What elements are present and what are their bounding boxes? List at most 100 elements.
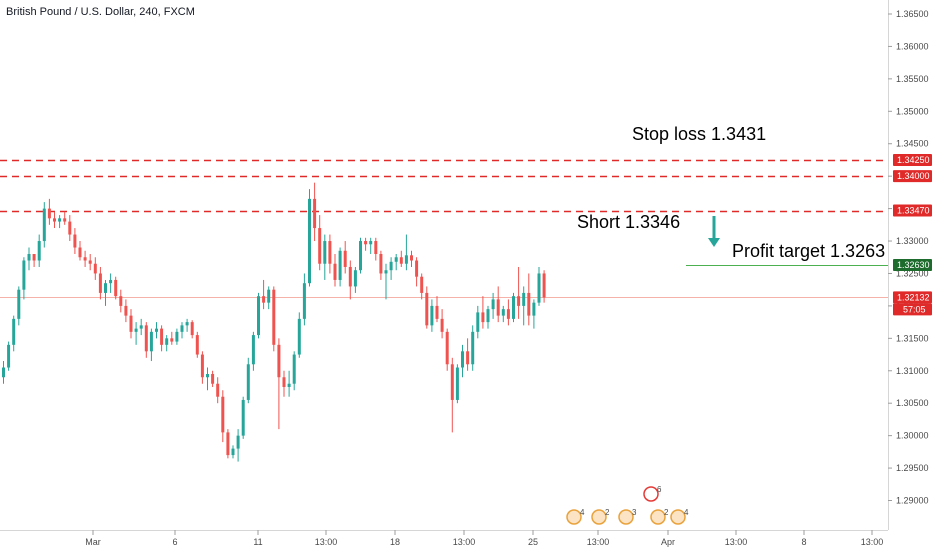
price-tag <box>893 259 932 272</box>
candle-body <box>415 260 419 277</box>
candle-body <box>73 234 77 248</box>
candle-body <box>450 364 454 400</box>
candle-body <box>195 335 199 355</box>
candle-body <box>262 296 266 303</box>
candle-body <box>476 312 480 332</box>
time-axis-label: 13:00 <box>587 537 610 547</box>
time-axis-label: 13:00 <box>861 537 884 547</box>
price-tags: 1.34250 1.34000 1.33470 1.32630 1.32132 57:05 <box>893 153 932 316</box>
candle-body <box>425 292 429 326</box>
price-tag <box>893 204 932 217</box>
candle-body <box>190 322 194 336</box>
price-tag-label: 1.32132 <box>897 292 930 302</box>
time-axis-label: 6 <box>172 537 177 547</box>
candle-body <box>134 328 138 332</box>
price-tag-label: 1.32630 <box>897 260 930 270</box>
candle-body <box>211 374 215 384</box>
price-axis-label: 1.33000 <box>896 236 929 246</box>
time-axis-label: 13:00 <box>453 537 476 547</box>
price-tag-label: 1.33470 <box>897 206 930 216</box>
price-axis-label: 1.30500 <box>896 398 929 408</box>
candle-body <box>58 218 62 222</box>
candle-body <box>297 318 301 355</box>
candle-body <box>241 399 245 436</box>
time-axis-label: 13:00 <box>725 537 748 547</box>
candle-body <box>359 241 362 271</box>
price-axis-label: 1.30000 <box>896 431 929 441</box>
candle-body <box>17 289 21 319</box>
candle-body <box>430 305 434 326</box>
candle-body <box>257 296 260 336</box>
price-axis[interactable]: 1.36500 1.36000 1.35500 1.35000 1.34500 1.340… <box>888 9 929 506</box>
candle-body <box>68 221 72 235</box>
candle-body <box>22 260 26 290</box>
price-tag <box>893 291 932 304</box>
candle-body <box>292 354 296 384</box>
candle-body <box>353 270 357 287</box>
price-axis-label: 1.31000 <box>896 366 929 376</box>
candle-body <box>522 292 526 306</box>
candle-body <box>155 328 158 332</box>
candle-body <box>496 299 500 316</box>
price-axis-label: 1.35000 <box>896 106 929 116</box>
time-axis-label: 8 <box>801 537 806 547</box>
event-badge-count: 6 <box>657 485 662 494</box>
event-badges[interactable]: 4 2 3 2 4 6 <box>566 485 689 525</box>
candle-body <box>47 208 51 219</box>
candle-body <box>348 266 352 287</box>
time-axis[interactable]: Mar 6 11 13:00 18 13:00 25 13:00 Apr 13:00 8 13:00 <box>85 530 883 547</box>
event-flag-us-icon <box>618 509 634 525</box>
candle-body <box>200 354 204 378</box>
candle-body <box>221 396 225 433</box>
candle-body <box>501 309 505 316</box>
price-tag-label: 1.34250 <box>897 155 930 165</box>
countdown-tag <box>893 303 932 316</box>
price-tag <box>893 170 932 183</box>
candle-body <box>374 241 378 255</box>
price-tag-label: 1.34000 <box>897 171 930 181</box>
event-badge-count: 4 <box>580 508 585 517</box>
candle-body <box>93 263 97 274</box>
candle-body <box>323 241 327 264</box>
candle-body <box>506 309 510 319</box>
candle-body <box>389 261 393 271</box>
event-flag-gb-icon <box>643 486 659 502</box>
candle-body <box>277 344 281 378</box>
candle-body <box>379 254 383 274</box>
candle-body <box>32 254 36 261</box>
candle-body <box>12 318 16 345</box>
candle-body <box>180 325 184 332</box>
candle-body <box>471 331 475 365</box>
candle-body <box>124 305 128 316</box>
price-axis-label: 1.35500 <box>896 74 929 84</box>
candle-body <box>251 335 255 365</box>
level-lines <box>0 159 888 298</box>
candle-body <box>175 331 179 342</box>
candle-body <box>216 383 220 397</box>
candle-body <box>461 351 464 368</box>
candle-body <box>455 367 459 400</box>
event-flag-us-icon <box>670 509 686 525</box>
candle-body <box>272 289 276 345</box>
candle-body <box>7 344 11 368</box>
candle-body <box>328 241 332 264</box>
candle-body <box>491 299 495 310</box>
short-annotation: Short 1.3346 <box>577 212 681 232</box>
time-axis-label: 18 <box>390 537 400 547</box>
profit-target-annotation: Profit target 1.3263 <box>732 241 886 261</box>
candle-body <box>27 254 31 261</box>
candle-body <box>246 364 250 400</box>
candle-body <box>532 302 536 316</box>
price-axis-label: 1.36000 <box>896 41 929 51</box>
time-axis-label: Apr <box>661 537 675 547</box>
event-badge-count: 2 <box>664 508 669 517</box>
candle-body <box>160 328 164 345</box>
candle-body <box>527 292 531 316</box>
arrow-head <box>708 238 720 247</box>
candle-body <box>206 374 209 378</box>
candle-body <box>109 279 113 284</box>
candle-body <box>114 279 118 297</box>
candle-body <box>517 296 521 306</box>
candle-body <box>170 338 174 342</box>
